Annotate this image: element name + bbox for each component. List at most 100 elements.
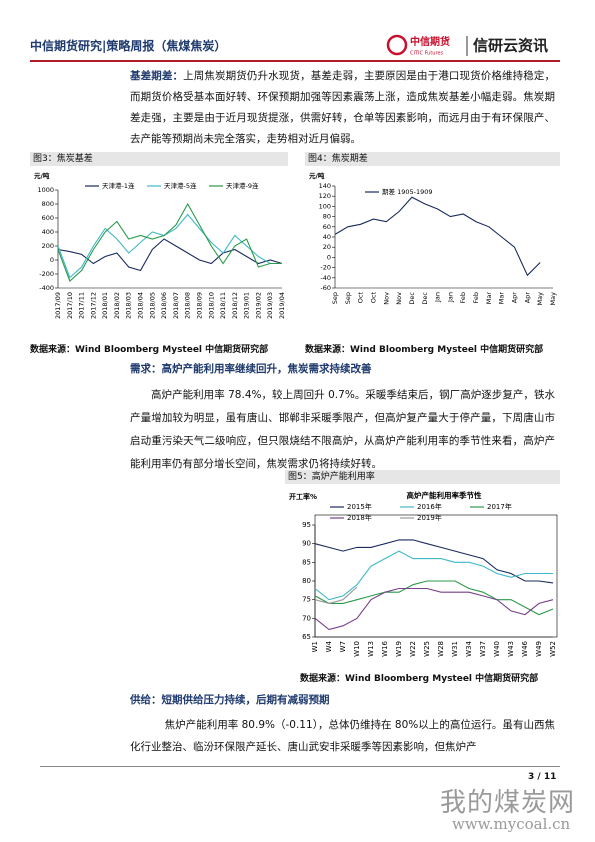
figure-caption: 图4：焦炭期差 <box>305 152 560 166</box>
data-line <box>57 202 282 282</box>
figure-caption: 图5：高炉产能利用率 <box>285 470 560 484</box>
x-tick-label: W40 <box>493 641 501 657</box>
y-tick-label: 800 <box>42 200 54 208</box>
x-tick-label: W25 <box>423 641 431 657</box>
x-tick-label: Sep <box>331 292 339 304</box>
y-axis-label: 元/吨 <box>34 171 50 180</box>
x-tick-label: 2018/06 <box>160 292 168 319</box>
legend-label: 期差 1905-1909 <box>382 187 433 196</box>
x-tick-label: W49 <box>535 641 543 657</box>
legend-label: 2017年 <box>487 502 512 511</box>
y-tick-label: 0 <box>50 256 54 264</box>
brand: 信研云资讯 <box>473 37 548 55</box>
x-tick-label: Feb <box>459 292 467 304</box>
x-tick-label: 2018/10 <box>207 292 215 319</box>
y-tick-label: 85 <box>302 558 311 566</box>
legend-label: 天津港-5连 <box>164 181 197 190</box>
legend-label: 2015年 <box>347 502 372 511</box>
y-tick-label: 65 <box>302 633 311 641</box>
logo-en: CITIC Futures <box>410 51 443 57</box>
x-tick-label: Oct <box>357 292 365 304</box>
legend-label: 2018年 <box>347 513 372 522</box>
x-tick-label: Apr <box>511 292 519 304</box>
y-tick-label: 100 <box>319 202 331 210</box>
y-tick-label: -40 <box>320 274 331 282</box>
figure-source: 数据来源：Wind Bloomberg Mysteel 中信期货研究部 <box>305 345 544 355</box>
y-tick-label: 140 <box>319 182 331 190</box>
y-tick-label: 400 <box>42 228 54 236</box>
x-tick-label: Feb <box>472 292 480 304</box>
figure-source: 数据来源：Wind Bloomberg Mysteel 中信期货研究部 <box>30 345 269 355</box>
footer-rule <box>40 766 560 767</box>
x-tick-label: May <box>536 292 544 306</box>
x-tick-label: 2019/01 <box>243 292 251 319</box>
x-tick-label: W19 <box>395 641 403 657</box>
x-tick-label: 2018/09 <box>195 292 203 319</box>
x-tick-label: W34 <box>465 640 473 656</box>
x-tick-label: W37 <box>479 641 487 657</box>
x-tick-label: 2018/07 <box>172 292 180 319</box>
x-tick-label: W43 <box>507 641 515 657</box>
logo: 中信期货 CITIC Futures 信研云资讯 <box>386 34 548 57</box>
data-line <box>314 586 358 604</box>
y-tick-label: 200 <box>42 242 54 250</box>
legend-label: 天津港-9连 <box>226 181 259 190</box>
x-tick-label: 2019/04 <box>278 292 286 319</box>
x-tick-label: Jan <box>446 292 454 303</box>
x-tick-label: W46 <box>521 640 529 656</box>
x-tick-label: W22 <box>409 641 417 657</box>
x-tick-label: W28 <box>437 641 445 657</box>
x-tick-label: W10 <box>353 641 361 657</box>
x-tick-label: W13 <box>367 641 375 657</box>
y-tick-label: 20 <box>323 243 331 251</box>
y-tick-label: 60 <box>323 223 331 231</box>
x-tick-label: 2017/11 <box>78 292 86 319</box>
header-rule <box>30 60 560 62</box>
x-tick-label: Nov <box>395 292 403 305</box>
x-tick-label: Oct <box>369 292 377 304</box>
y-tick-label: 120 <box>319 192 331 200</box>
x-tick-label: Dec <box>421 292 429 305</box>
y-axis-label: 开工率% <box>289 492 317 501</box>
section-heading: 供给：短期供给压力持续，后期有减弱预期 <box>130 694 330 706</box>
figure-caption: 图3：焦炭基差 <box>30 152 288 166</box>
legend-label: 天津港-1连 <box>102 181 135 190</box>
legend-label: 2019年 <box>417 513 442 522</box>
paragraph: 基差期差：上周焦炭期货仍升水现货，基差走弱，主要原因是由于港口现货价格维持稳定，… <box>130 66 555 150</box>
x-tick-label: 2019/02 <box>254 292 262 319</box>
section-heading: 需求：高炉产能利用率继续回升，焦炭需求持续改善 <box>130 363 372 375</box>
x-tick-label: W4 <box>325 640 333 652</box>
data-line <box>334 196 541 277</box>
x-tick-label: W1 <box>311 641 319 652</box>
header-title: 中信期货研究|策略周报（焦煤焦炭） <box>30 39 227 53</box>
y-tick-label: 70 <box>302 614 311 622</box>
x-tick-label: W31 <box>451 641 459 657</box>
x-tick-label: Dec <box>408 292 416 305</box>
data-line <box>314 550 553 601</box>
x-tick-label: May <box>549 292 557 306</box>
y-tick-label: 75 <box>302 596 311 604</box>
y-tick-label: 80 <box>323 213 331 221</box>
x-tick-label: Apr <box>523 292 531 304</box>
x-tick-label: 2017/10 <box>66 292 74 319</box>
paragraph: 高炉产能利用率 78.4%，较上周回升 0.7%。采暖季结束后，钢厂高炉逐步复产… <box>130 389 555 470</box>
y-tick-label: -400 <box>39 284 54 292</box>
x-tick-label: 2017/12 <box>89 292 97 319</box>
x-tick-label: W52 <box>549 641 557 657</box>
watermark-url: www.mycoal.cn <box>452 815 571 833</box>
paragraph-lead: 基差期差： <box>130 70 184 82</box>
legend-label: 2016年 <box>417 502 442 511</box>
data-line <box>314 587 554 631</box>
logo-emblem <box>386 34 408 56</box>
data-line <box>57 238 283 272</box>
x-tick-label: 2019/03 <box>266 292 274 319</box>
x-tick-label: 2018/12 <box>231 292 239 319</box>
plot-frame <box>314 514 558 638</box>
data-line <box>57 213 282 279</box>
watermark: 我的煤炭网 <box>440 788 576 818</box>
chart: 元/吨 -60 -40 -20 0 20 40 60 80 100 120 140 Sep Sep Oct O… <box>309 171 557 306</box>
x-tick-label: 2018/02 <box>113 292 121 319</box>
data-line <box>314 580 554 616</box>
chart: 元/吨 -400 -200 0 200 400 600 800 1000 2017/09 2017/… <box>34 171 286 319</box>
